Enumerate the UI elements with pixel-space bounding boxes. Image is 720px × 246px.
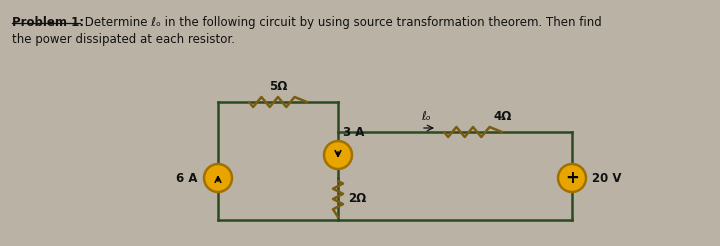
Text: 6 A: 6 A [176, 171, 198, 184]
Circle shape [558, 164, 586, 192]
Text: 3 A: 3 A [343, 126, 364, 139]
Text: 20 V: 20 V [592, 171, 621, 184]
Text: 4Ω: 4Ω [493, 110, 511, 123]
Circle shape [324, 141, 352, 169]
Text: ℓₒ: ℓₒ [421, 110, 431, 123]
Text: Determine ℓₒ in the following circuit by using source transformation theorem. Th: Determine ℓₒ in the following circuit by… [81, 16, 602, 29]
Circle shape [204, 164, 232, 192]
Text: the power dissipated at each resistor.: the power dissipated at each resistor. [12, 33, 235, 46]
Text: 2Ω: 2Ω [348, 193, 366, 205]
Text: +: + [565, 169, 579, 187]
Text: Problem 1:: Problem 1: [12, 16, 84, 29]
Text: 5Ω: 5Ω [269, 80, 287, 93]
